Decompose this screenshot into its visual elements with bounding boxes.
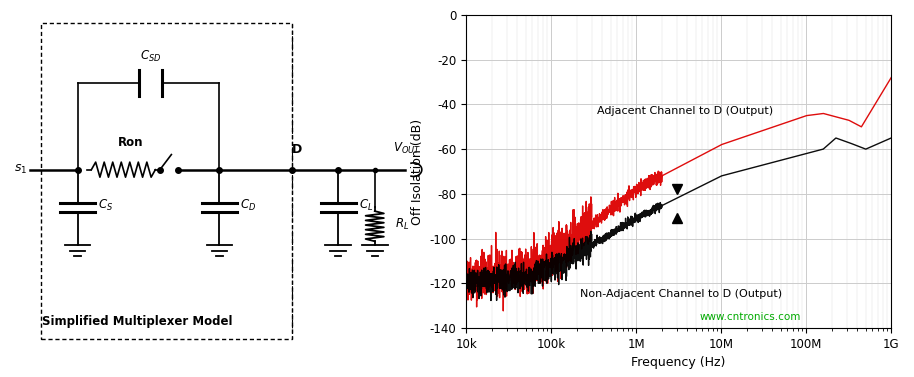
Text: $V_{OUT}$: $V_{OUT}$ bbox=[393, 141, 420, 156]
Text: $C_{SD}$: $C_{SD}$ bbox=[140, 49, 162, 64]
Text: Adjacent Channel to D (Output): Adjacent Channel to D (Output) bbox=[598, 106, 773, 116]
Text: $s_1$: $s_1$ bbox=[14, 163, 27, 176]
Text: $C_S$: $C_S$ bbox=[98, 198, 113, 213]
Text: $C_L$: $C_L$ bbox=[358, 198, 373, 213]
Text: Non-Adjacent Channel to D (Output): Non-Adjacent Channel to D (Output) bbox=[580, 290, 782, 299]
Y-axis label: Off Isolation (dB): Off Isolation (dB) bbox=[411, 118, 424, 225]
Text: www.cntronics.com: www.cntronics.com bbox=[700, 312, 802, 322]
Text: $R_L$: $R_L$ bbox=[396, 217, 409, 232]
Text: Simplified Multiplexer Model: Simplified Multiplexer Model bbox=[42, 315, 232, 328]
Text: Ron: Ron bbox=[118, 136, 143, 149]
X-axis label: Frequency (Hz): Frequency (Hz) bbox=[632, 356, 726, 369]
Text: D: D bbox=[292, 144, 303, 156]
Text: $C_D$: $C_D$ bbox=[239, 198, 256, 213]
